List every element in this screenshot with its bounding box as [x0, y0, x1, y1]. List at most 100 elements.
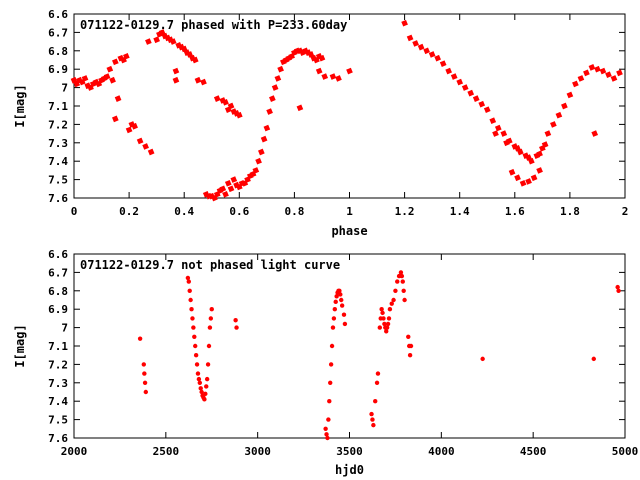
- phased-y-tick-label: 7.1: [48, 100, 68, 113]
- data-point: [145, 38, 152, 45]
- phased-x-tick-label: 1.4: [450, 205, 470, 218]
- data-point: [263, 124, 271, 132]
- unphased-y-tick-label: 7: [61, 322, 68, 335]
- data-point: [335, 75, 342, 82]
- data-point: [197, 380, 203, 385]
- data-point: [136, 137, 144, 145]
- data-point: [329, 73, 337, 80]
- data-point: [195, 371, 201, 376]
- data-point: [323, 426, 328, 431]
- data-point: [480, 356, 485, 362]
- data-point: [326, 417, 331, 422]
- data-point: [131, 122, 138, 130]
- data-point: [193, 353, 199, 358]
- data-point: [400, 279, 405, 284]
- data-point: [377, 325, 383, 330]
- data-point: [125, 126, 133, 134]
- data-point: [610, 75, 618, 82]
- data-point: [190, 316, 195, 321]
- data-point: [81, 75, 89, 82]
- data-point: [417, 43, 425, 51]
- phased-y-tick-label: 7.2: [48, 118, 68, 131]
- data-point: [616, 69, 623, 77]
- data-point: [191, 325, 196, 330]
- phased-y-tick-label: 7.6: [48, 192, 68, 205]
- phased-x-tick-label: 0: [71, 205, 78, 218]
- unphased-y-tick-label: 7.4: [48, 395, 68, 408]
- data-point: [324, 432, 329, 437]
- data-point: [566, 91, 574, 99]
- phased-x-tick-label: 1: [346, 205, 353, 218]
- data-point: [199, 389, 204, 395]
- data-point: [147, 148, 155, 156]
- data-point: [591, 130, 599, 137]
- data-point: [342, 321, 348, 327]
- phased-x-tick-label: 0.8: [284, 205, 304, 218]
- data-point: [260, 135, 268, 143]
- data-point: [325, 435, 330, 441]
- data-point: [615, 284, 620, 290]
- data-point: [274, 75, 282, 82]
- phased-y-tick-label: 6.9: [48, 63, 68, 76]
- data-point: [230, 176, 238, 183]
- phased-axis-ticks: 0 0.2 0.4 0.6 0.8 1 1.2 1.4 1.6 1.8 2 6.6 6.7 6.8 6.9 7…: [48, 8, 628, 218]
- data-point: [370, 417, 375, 422]
- data-point: [200, 78, 207, 86]
- data-point: [380, 310, 385, 316]
- data-point: [577, 75, 585, 82]
- data-point: [541, 141, 549, 148]
- unphased-plot-frame: [73, 253, 626, 439]
- data-point: [555, 111, 563, 119]
- data-point: [227, 102, 235, 110]
- data-point: [142, 371, 147, 376]
- data-point: [561, 102, 568, 110]
- data-point: [153, 36, 160, 44]
- data-point: [266, 108, 273, 115]
- data-point: [172, 67, 180, 75]
- phased-y-axis-label: I[mag]: [13, 84, 27, 127]
- data-point: [428, 51, 436, 58]
- phased-x-tick-label: 0.2: [119, 205, 139, 218]
- data-point: [327, 399, 332, 404]
- phased-x-tick-label: 1.6: [505, 205, 525, 218]
- data-point: [478, 100, 486, 108]
- data-point: [109, 76, 116, 84]
- data-point: [252, 167, 260, 174]
- data-point: [318, 54, 326, 62]
- data-point: [112, 115, 119, 123]
- data-point: [544, 130, 552, 137]
- data-point: [401, 19, 408, 27]
- data-point: [204, 384, 209, 389]
- unphased-x-tick-label: 2500: [153, 445, 180, 458]
- data-point: [106, 65, 114, 73]
- data-point: [384, 329, 389, 334]
- data-point: [341, 312, 347, 317]
- unphased-x-tick-label: 2000: [61, 445, 88, 458]
- data-point: [616, 288, 621, 293]
- data-point: [112, 58, 119, 66]
- data-point: [530, 174, 538, 182]
- unphased-y-tick-label: 7.3: [48, 377, 68, 390]
- data-point: [599, 67, 607, 75]
- data-point: [594, 65, 601, 73]
- phased-x-tick-label: 1.8: [560, 205, 580, 218]
- data-point: [519, 179, 527, 187]
- data-point: [188, 297, 193, 303]
- unphased-light-curve-chart: 2000 2500 3000 3500 4000 4500 5000 6.6 6.7 6.8 6.9…: [13, 248, 638, 477]
- data-point: [399, 273, 405, 279]
- phased-y-tick-label: 7: [61, 82, 68, 95]
- data-point: [500, 130, 508, 137]
- data-point: [386, 316, 392, 321]
- unphased-x-tick-label: 3000: [244, 445, 271, 458]
- data-point: [373, 399, 378, 404]
- data-point: [384, 325, 390, 330]
- data-point: [234, 325, 239, 330]
- data-point: [374, 380, 380, 385]
- data-point: [204, 376, 210, 382]
- data-point: [328, 362, 334, 367]
- data-point: [186, 279, 191, 284]
- data-point: [333, 299, 338, 305]
- data-point: [187, 288, 192, 293]
- data-point: [255, 157, 262, 165]
- data-point: [572, 80, 579, 88]
